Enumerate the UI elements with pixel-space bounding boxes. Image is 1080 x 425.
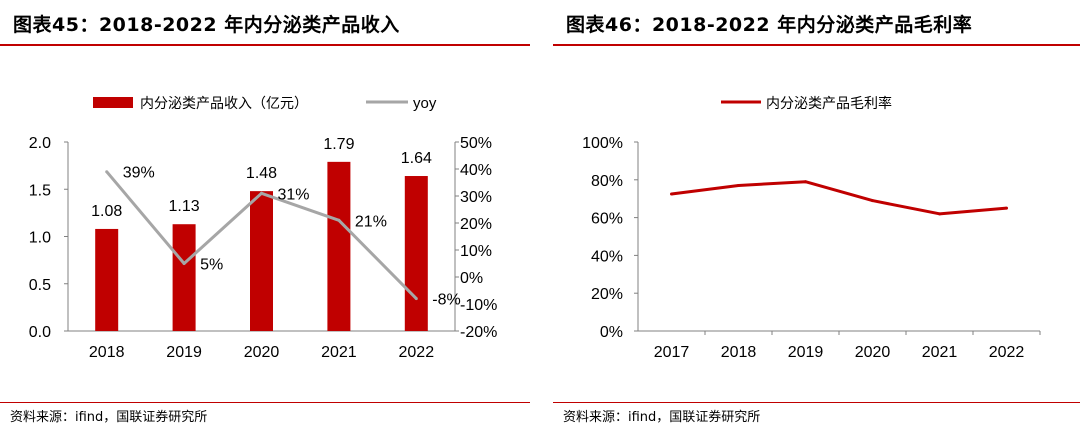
- figure-45-title: 图表45：2018-2022 年内分泌类产品收入: [13, 14, 400, 36]
- y-tick-label: 100%: [582, 135, 623, 152]
- gross-margin-point: [737, 183, 740, 187]
- y-left-tick-label: 1.5: [29, 182, 51, 199]
- legend-bar-label: 内分泌类产品收入（亿元）: [140, 95, 308, 111]
- y-left-tick-label: 1.0: [29, 230, 51, 247]
- yoy-point: [414, 297, 418, 301]
- revenue-bar-label: 1.13: [169, 198, 200, 215]
- y-tick-label: 80%: [591, 173, 623, 190]
- figure-46-source: 资料来源：ifind，国联证券研究所: [563, 410, 761, 425]
- y-right-tick-label: 0%: [460, 270, 483, 287]
- x-tick-label: 2022: [399, 344, 435, 361]
- x-tick-label: 2018: [89, 344, 125, 361]
- figure-45-source: 资料来源：ifind，国联证券研究所: [10, 410, 208, 425]
- y-right-tick-label: 10%: [460, 243, 492, 260]
- y-tick-label: 60%: [591, 211, 623, 228]
- gross-margin-point: [1005, 206, 1008, 210]
- figure-46-panel: 图表46：2018-2022 年内分泌类产品毛利率 0% 20% 40% 60% 80%…: [553, 0, 1080, 425]
- yoy-label: 31%: [278, 186, 310, 203]
- x-tick-label: 2017: [654, 344, 690, 361]
- x-tick-label: 2022: [989, 344, 1025, 361]
- x-tick-label: 2020: [855, 344, 891, 361]
- revenue-chart: 0.0 0.5 1.0 1.5 2.0 -20% -10% 0% 10% 20% 30% 40% 50%…: [29, 95, 498, 361]
- x-tick-label: 2019: [166, 344, 202, 361]
- x-tick-label: 2019: [788, 344, 824, 361]
- figure-46-title: 图表46：2018-2022 年内分泌类产品毛利率: [566, 14, 973, 36]
- revenue-bar: [172, 224, 196, 331]
- yoy-label: -8%: [432, 292, 460, 309]
- yoy-label: 39%: [123, 165, 155, 182]
- revenue-bar-label: 1.79: [323, 136, 354, 153]
- legend-bar-swatch: [93, 97, 133, 108]
- y-right-tick-label: -20%: [460, 324, 497, 341]
- revenue-bar: [95, 228, 119, 331]
- gross-margin-point: [938, 212, 941, 216]
- y-tick-label: 20%: [591, 286, 623, 303]
- gross-margin-line: [671, 180, 1007, 216]
- y-right-tick-label: 20%: [460, 216, 492, 233]
- figure-45-top-rule: [0, 44, 530, 46]
- yoy-label: 21%: [355, 213, 387, 230]
- y-right-tick-label: -10%: [460, 297, 497, 314]
- gross-margin-point: [670, 192, 673, 196]
- x-tick-label: 2021: [321, 344, 357, 361]
- y-left-tick-label: 0.5: [29, 277, 51, 294]
- y-right-tick-label: 50%: [460, 135, 492, 152]
- figure-45-panel: 图表45：2018-2022 年内分泌类产品收入 0.0 0.5 1.0 1.5 2.0…: [0, 0, 530, 425]
- y-left-tick-label: 0.0: [29, 324, 51, 341]
- x-tick-label: 2020: [244, 344, 280, 361]
- revenue-bar-label: 1.64: [401, 150, 432, 167]
- x-tick-label: 2018: [721, 344, 757, 361]
- revenue-bar-label: 1.48: [246, 165, 277, 182]
- y-left-tick-label: 2.0: [29, 135, 51, 152]
- legend-line-label: yoy: [413, 95, 437, 112]
- y-right-tick-label: 30%: [460, 189, 492, 206]
- revenue-bar: [327, 161, 351, 331]
- yoy-point: [105, 170, 109, 174]
- figure-46-bottom-rule: [553, 402, 1080, 403]
- legend-line-label: 内分泌类产品毛利率: [766, 95, 892, 111]
- x-tick-label: 2021: [922, 344, 958, 361]
- gross-margin-point: [804, 180, 807, 184]
- gross-margin-chart: 0% 20% 40% 60% 80% 100% 2017 2018 2019 2020 2021 20…: [582, 95, 1041, 361]
- yoy-point: [337, 218, 341, 222]
- revenue-bar: [250, 191, 273, 331]
- y-tick-label: 0%: [600, 324, 623, 341]
- figure-45-bottom-rule: [0, 402, 530, 403]
- gross-margin-point: [871, 199, 874, 203]
- revenue-bar: [404, 176, 428, 331]
- yoy-point: [182, 262, 186, 265]
- y-right-tick-label: 40%: [460, 162, 492, 179]
- figure-46-top-rule: [553, 44, 1080, 46]
- y-tick-label: 40%: [591, 248, 623, 265]
- yoy-label: 5%: [200, 257, 223, 274]
- revenue-bar-label: 1.08: [91, 203, 122, 220]
- yoy-point: [260, 191, 263, 195]
